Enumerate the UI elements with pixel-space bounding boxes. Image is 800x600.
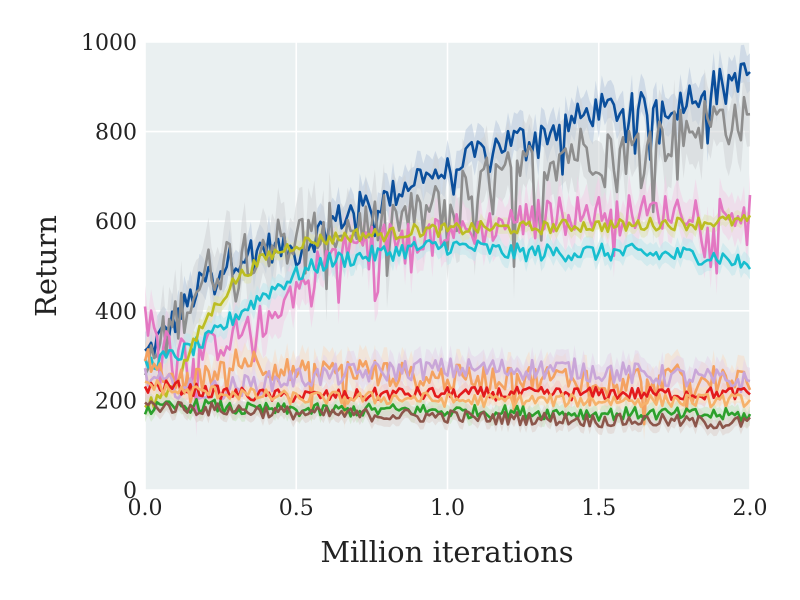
series-line-6	[143, 357, 751, 402]
y-tick-label: 1000	[81, 31, 137, 56]
y-axis-ticks: 0 200 400 600 800 1000	[81, 31, 137, 504]
series-line-4	[144, 214, 752, 410]
series-line-3	[143, 239, 752, 371]
x-axis-ticks: 0.0 0.5 1.0 1.5 2.0	[128, 496, 768, 521]
y-tick-label: 200	[95, 389, 137, 414]
x-axis-label: Million iterations	[320, 535, 573, 569]
x-tick-label: 0.5	[279, 496, 314, 521]
x-tick-label: 1.5	[581, 496, 616, 521]
y-tick-label: 600	[95, 210, 137, 235]
x-tick-label: 0.0	[128, 496, 163, 521]
series-line-8	[144, 379, 752, 409]
y-tick-label: 800	[95, 121, 137, 146]
x-tick-label: 1.0	[430, 496, 465, 521]
y-tick-label: 400	[95, 300, 137, 325]
series-line-2	[143, 194, 752, 417]
x-tick-label: 2.0	[733, 496, 768, 521]
series-line-5	[143, 348, 752, 426]
series-band-0	[145, 44, 750, 374]
series-lines	[143, 62, 752, 430]
series-band-4	[145, 207, 750, 417]
y-axis-label: Return	[29, 215, 63, 317]
series-line-10	[144, 400, 751, 430]
y-tick-label: 0	[123, 479, 137, 504]
